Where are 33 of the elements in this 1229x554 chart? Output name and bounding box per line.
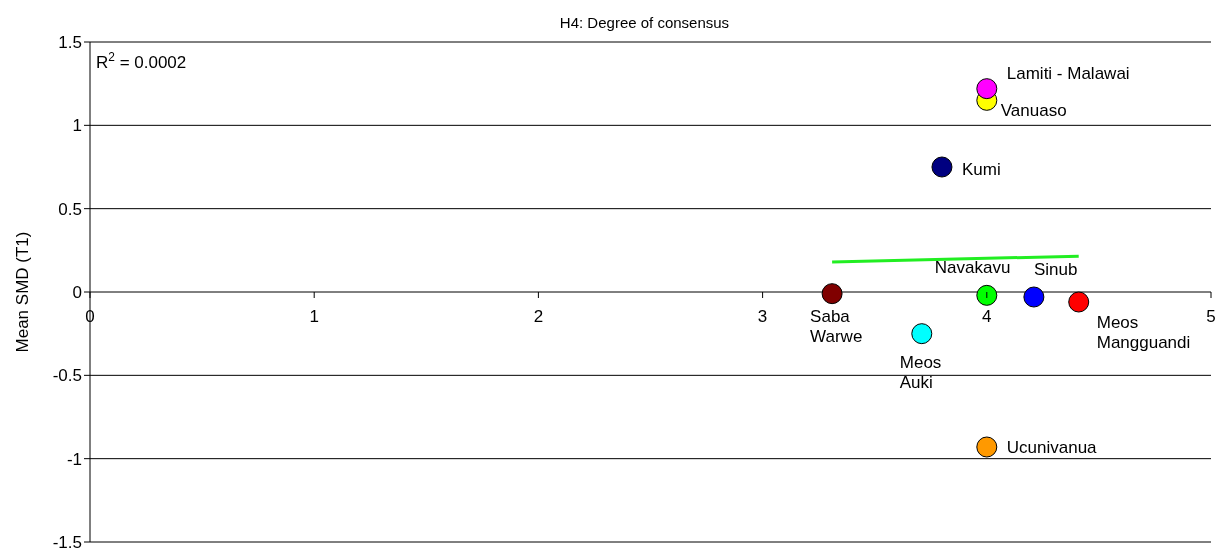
series-label: Lamiti - Malawai <box>1006 63 1130 83</box>
point <box>976 78 998 100</box>
x-tick-label: 2 <box>533 307 544 326</box>
x-tick-label: 5 <box>1206 307 1216 326</box>
x-tick-label: 4 <box>982 307 992 326</box>
series-label: Kumi <box>961 159 1001 179</box>
y-tick-label: -0.5 <box>52 366 82 386</box>
point <box>976 284 998 306</box>
series-label: Ucunivanua <box>1006 437 1098 457</box>
series-label: Saba Warwe <box>810 306 863 347</box>
point <box>1068 291 1090 313</box>
y-tick-label: -1.5 <box>52 533 82 553</box>
series-label: Navakavu <box>934 258 1011 278</box>
series-label: Meos Mangguandi <box>1096 312 1191 353</box>
annotation: R$^{2}$ = 0.0002 <box>96 50 187 72</box>
series-label: Meos Auki <box>899 352 942 393</box>
chart-title: H4: Degree of consensus <box>559 14 730 31</box>
point <box>976 436 998 458</box>
y-axis-title: Mean SMD (T1) <box>13 231 33 353</box>
series-label: Sinub <box>1033 259 1078 279</box>
x-tick-label: 1 <box>309 307 319 326</box>
y-tick-label: 0.5 <box>58 199 82 219</box>
x-tick-label: 0 <box>85 307 95 326</box>
series-label: Vanuaso <box>1000 101 1067 121</box>
point <box>821 283 843 305</box>
point <box>931 156 953 178</box>
y-tick-label: -1 <box>66 449 82 469</box>
y-tick-label: 1 <box>72 116 82 136</box>
point <box>911 323 933 345</box>
y-tick-label: 0 <box>72 283 82 303</box>
x-tick-label: 3 <box>757 307 768 326</box>
point <box>1023 286 1045 308</box>
y-tick-label: 1.5 <box>58 33 82 53</box>
